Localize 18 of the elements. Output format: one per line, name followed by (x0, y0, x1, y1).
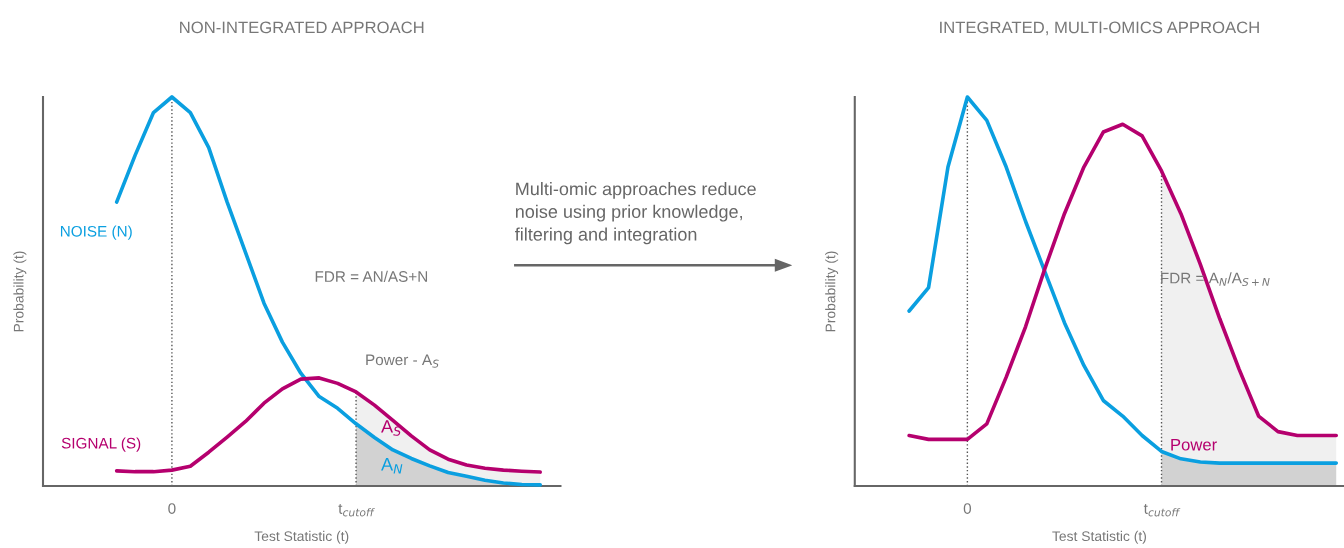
annotation: Multi-omic approaches reduce noise using prior knowledge, filtering and integration (515, 182, 756, 245)
chart-title: NON-INTEGRATED APPROACH (180, 21, 424, 34)
annotation: FDR = A$_{N}$/A$_{S+N}$ (1161, 272, 1270, 287)
series-label: NOISE (N) (60, 225, 132, 240)
x-axis-title: Test Statistic (t) (254, 530, 349, 544)
annotation: FDR = AN/AS+N (315, 270, 428, 282)
y-axis-title: Probability (t) (825, 251, 839, 332)
annotation: Power - A$_{S}$ (366, 354, 439, 368)
y-axis-title: Probability (t) (13, 251, 27, 332)
x-tick-label: 0 (168, 503, 176, 514)
chart-title: INTEGRATED, MULTI-OMICS APPROACH (940, 21, 1259, 36)
annotation: A$_{N}$ (381, 458, 403, 474)
x-tick-label: t$_{cutoff}$ (1143, 503, 1181, 517)
annotation: Power (1171, 438, 1217, 451)
x-axis-title: Test Statistic (t) (1052, 530, 1146, 544)
x-tick-label: t$_{cutoff}$ (338, 503, 375, 517)
series-label: SIGNAL (S) (61, 437, 141, 452)
x-tick-label: 0 (963, 503, 972, 514)
